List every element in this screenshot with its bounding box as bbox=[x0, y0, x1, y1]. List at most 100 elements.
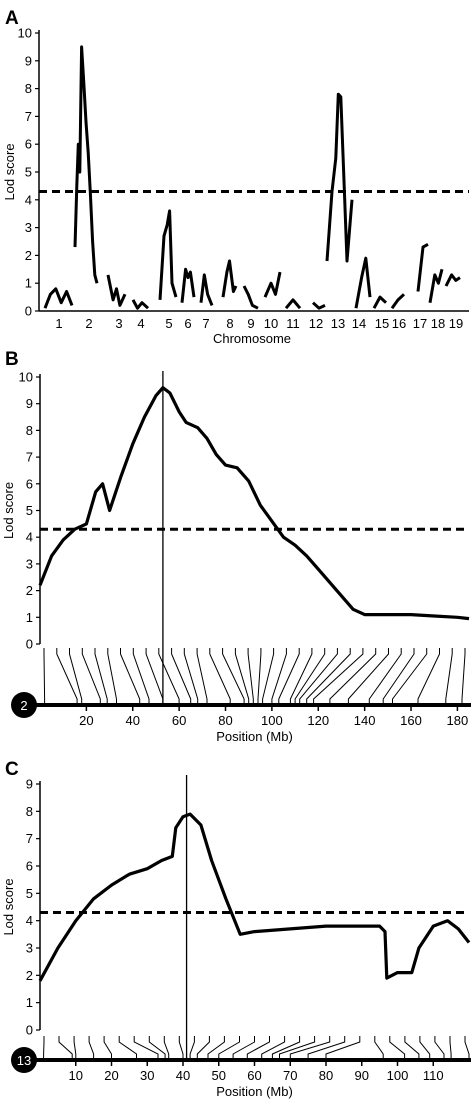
panel-a-x-tick-label: 10 bbox=[264, 316, 278, 331]
lod-curve bbox=[38, 386, 470, 621]
chromosome-badge bbox=[11, 1047, 37, 1073]
panel-a-series-chr-11 bbox=[284, 298, 302, 310]
marker-connector bbox=[279, 1036, 316, 1060]
x-tick-label: 100 bbox=[387, 1068, 409, 1083]
marker-connector bbox=[232, 1036, 255, 1060]
marker-connector bbox=[163, 1036, 170, 1060]
marker-connector bbox=[189, 1036, 195, 1060]
chromosome-badge-label: 2 bbox=[20, 698, 27, 713]
marker-connector bbox=[218, 1036, 240, 1060]
x-tick-label: 110 bbox=[423, 1068, 444, 1083]
y-tick-label: 7 bbox=[26, 831, 33, 846]
marker-connector bbox=[417, 648, 440, 705]
x-tick-label: 80 bbox=[218, 713, 232, 728]
panel-a-x-tick-label: 15 bbox=[375, 316, 389, 331]
marker-connector bbox=[261, 1036, 286, 1060]
x-tick-label: 40 bbox=[176, 1068, 190, 1083]
marker-connector bbox=[120, 648, 141, 705]
y-tick-label: 8 bbox=[26, 423, 33, 438]
panel-a-y-tick-label: 10 bbox=[18, 26, 32, 41]
panel-a-x-tick-label: 5 bbox=[165, 316, 172, 331]
panel-a-y-axis-title: Lod score bbox=[2, 143, 17, 200]
x-tick-label: 30 bbox=[140, 1068, 154, 1083]
panel-a-x-tick-label: 6 bbox=[184, 316, 191, 331]
marker-connector bbox=[234, 648, 250, 705]
marker-connector bbox=[449, 1036, 452, 1060]
panel-a-x-tick-label: 16 bbox=[392, 316, 406, 331]
marker-connector bbox=[299, 648, 338, 705]
x-tick-label: 140 bbox=[354, 713, 376, 728]
y-tick-label: 2 bbox=[26, 583, 33, 598]
panel-a-x-tick-label: 18 bbox=[431, 316, 445, 331]
panel-a-x-tick-label: 11 bbox=[286, 316, 300, 331]
marker-connector bbox=[118, 1036, 137, 1060]
y-axis-title: Lod score bbox=[1, 878, 16, 935]
marker-connector bbox=[294, 648, 326, 705]
y-tick-label: 9 bbox=[26, 396, 33, 411]
panel-a-x-tick-label: 8 bbox=[226, 316, 233, 331]
x-tick-label: 10 bbox=[69, 1068, 83, 1083]
x-tick-label: 100 bbox=[261, 713, 283, 728]
marker-connector bbox=[271, 1036, 301, 1060]
chromosome-badge-label: 13 bbox=[17, 1053, 31, 1068]
marker-connector bbox=[69, 648, 83, 705]
y-tick-label: 0 bbox=[26, 1023, 33, 1038]
panel-a-series-chr-12 bbox=[311, 301, 326, 310]
panel-a-y-tick-label: 0 bbox=[25, 304, 32, 319]
panel-a-series-chr-18 bbox=[428, 268, 444, 303]
panel-a-series-chr-2 bbox=[73, 45, 99, 284]
marker-connector bbox=[81, 648, 101, 705]
panel-a-x-tick-label: 14 bbox=[352, 316, 366, 331]
marker-connector bbox=[107, 648, 117, 705]
marker-connector bbox=[247, 648, 254, 705]
marker-connector bbox=[196, 1036, 210, 1060]
panel-a-series-chr-6 bbox=[180, 267, 196, 303]
marker-connector bbox=[207, 1036, 225, 1060]
marker-connector bbox=[171, 648, 192, 705]
marker-connector bbox=[329, 648, 377, 705]
marker-connector bbox=[434, 1036, 445, 1060]
marker-connector bbox=[382, 648, 415, 705]
panel-a-y-tick-label: 6 bbox=[25, 137, 32, 152]
panel-a-series-chr-7 bbox=[199, 273, 214, 306]
y-tick-label: 0 bbox=[26, 637, 33, 652]
lod-curve bbox=[38, 812, 471, 982]
panel-a-label: A bbox=[5, 8, 19, 29]
panel-a-x-tick-label: 9 bbox=[247, 316, 254, 331]
panel-a-y-tick-label: 4 bbox=[25, 192, 32, 207]
x-tick-label: 40 bbox=[126, 713, 140, 728]
y-tick-label: 2 bbox=[26, 968, 33, 983]
marker-connector bbox=[88, 1036, 95, 1060]
chromosome-badge bbox=[11, 692, 37, 718]
panel-c-label: C bbox=[5, 759, 19, 780]
marker-connector bbox=[313, 648, 364, 705]
y-tick-label: 5 bbox=[26, 503, 33, 518]
marker-connector bbox=[374, 1036, 384, 1060]
y-tick-label: 1 bbox=[26, 610, 33, 625]
y-tick-label: 8 bbox=[26, 804, 33, 819]
panel-a-x-tick-label: 19 bbox=[449, 316, 463, 331]
marker-connector bbox=[404, 1036, 420, 1060]
marker-connector bbox=[196, 648, 208, 705]
panel-a-x-tick-label: 2 bbox=[85, 316, 92, 331]
panel-a-series-chr-19 bbox=[444, 273, 461, 287]
x-tick-label: 50 bbox=[212, 1068, 226, 1083]
panel-a-y-tick-label: 5 bbox=[25, 165, 32, 180]
x-tick-label: 90 bbox=[355, 1068, 369, 1083]
y-tick-label: 6 bbox=[26, 476, 33, 491]
y-tick-label: 9 bbox=[26, 777, 33, 792]
marker-connector bbox=[209, 648, 231, 705]
panel-a-x-tick-label: 3 bbox=[115, 316, 122, 331]
panel-a-series-chr-8 bbox=[221, 259, 238, 298]
x-axis-title: Position (Mb) bbox=[216, 1084, 293, 1099]
x-tick-label: 20 bbox=[79, 713, 93, 728]
x-tick-label: 160 bbox=[400, 713, 422, 728]
marker-connector bbox=[289, 648, 313, 705]
marker-connector bbox=[103, 1036, 112, 1060]
panel-a-x-tick-label: 12 bbox=[309, 316, 323, 331]
marker-connector bbox=[43, 648, 46, 705]
panel-a-y-tick-label: 8 bbox=[25, 81, 32, 96]
x-tick-label: 60 bbox=[172, 713, 186, 728]
panel-a-y-tick-label: 1 bbox=[25, 276, 32, 291]
